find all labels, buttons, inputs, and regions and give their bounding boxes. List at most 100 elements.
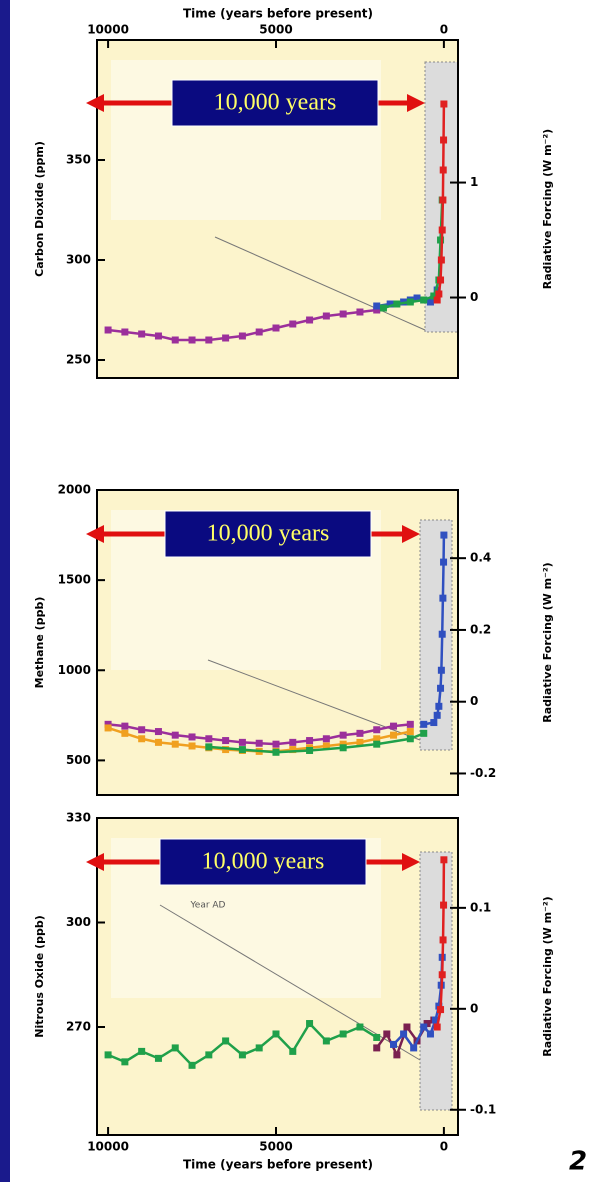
annotation-box bbox=[171, 79, 379, 127]
data-point bbox=[272, 324, 280, 332]
y2-tick-label: 0.1 bbox=[470, 900, 491, 914]
page-number: 2 bbox=[569, 1147, 587, 1177]
arrow-head-right bbox=[407, 94, 425, 112]
x-tick-label: 0 bbox=[440, 23, 448, 37]
data-point bbox=[433, 286, 441, 294]
data-point bbox=[306, 316, 314, 324]
data-point bbox=[222, 1037, 230, 1045]
data-point bbox=[339, 744, 347, 752]
data-point bbox=[104, 326, 112, 334]
data-point bbox=[438, 971, 446, 979]
data-point bbox=[439, 166, 447, 174]
data-point bbox=[272, 740, 280, 748]
plot-frame bbox=[96, 817, 459, 1136]
data-point bbox=[438, 226, 446, 234]
y-tick-label: 270 bbox=[66, 1020, 91, 1034]
data-point bbox=[373, 726, 381, 734]
data-point bbox=[403, 1023, 411, 1031]
data-point bbox=[121, 722, 129, 730]
recent-box bbox=[419, 851, 453, 1111]
data-point bbox=[255, 1044, 263, 1052]
data-point bbox=[238, 738, 246, 746]
data-point bbox=[322, 1037, 330, 1045]
y-tick-label: 300 bbox=[66, 253, 91, 267]
data-point bbox=[255, 739, 263, 747]
data-point bbox=[104, 724, 112, 732]
data-point bbox=[138, 735, 146, 743]
guide-line bbox=[207, 659, 421, 741]
data-point bbox=[433, 711, 441, 719]
data-point bbox=[322, 742, 330, 750]
data-point bbox=[440, 558, 448, 566]
data-point bbox=[138, 1047, 146, 1055]
data-point bbox=[373, 1044, 381, 1052]
data-point bbox=[356, 738, 364, 746]
data-point bbox=[430, 719, 438, 727]
y2-axis-label: Radiative Forcing (W m⁻²) bbox=[541, 129, 554, 289]
x-tick-label: 10000 bbox=[87, 1140, 129, 1154]
data-point bbox=[437, 276, 445, 284]
y-tick-label: 300 bbox=[66, 915, 91, 929]
x-axis-label: Time (years before present) bbox=[183, 7, 373, 21]
data-point bbox=[222, 746, 230, 754]
data-point bbox=[420, 1023, 428, 1031]
data-point bbox=[238, 332, 246, 340]
data-point bbox=[439, 594, 447, 602]
data-point bbox=[406, 728, 414, 736]
data-point bbox=[406, 720, 414, 728]
plot-frame bbox=[96, 489, 459, 796]
y2-tick-label: 0 bbox=[470, 694, 478, 708]
x-tick-label: 0 bbox=[440, 1140, 448, 1154]
annotation: 10,000 years bbox=[214, 90, 337, 116]
guide-line bbox=[214, 236, 426, 331]
data-point bbox=[154, 728, 162, 736]
data-point bbox=[373, 302, 381, 310]
annotation: 10,000 years bbox=[207, 521, 330, 547]
data-point bbox=[373, 740, 381, 748]
data-point bbox=[426, 298, 434, 306]
y2-tick-label: 0.2 bbox=[470, 622, 491, 636]
data-point bbox=[289, 738, 297, 746]
data-point bbox=[289, 746, 297, 754]
y-tick-label: 330 bbox=[66, 811, 91, 825]
x-tick-label: 5000 bbox=[259, 23, 292, 37]
data-point bbox=[420, 720, 428, 728]
recent-box bbox=[419, 519, 453, 751]
data-point bbox=[356, 1023, 364, 1031]
data-point bbox=[322, 735, 330, 743]
data-point bbox=[205, 1051, 213, 1059]
data-point bbox=[406, 735, 414, 743]
arrow-head-left bbox=[86, 525, 104, 543]
data-point bbox=[289, 1047, 297, 1055]
data-point bbox=[439, 196, 447, 204]
data-point bbox=[171, 1044, 179, 1052]
x-tick-label: 10000 bbox=[87, 23, 129, 37]
data-point bbox=[435, 702, 443, 710]
data-point bbox=[306, 737, 314, 745]
data-point bbox=[390, 1040, 398, 1048]
data-point bbox=[383, 1030, 391, 1038]
y-axis-label: Methane (ppb) bbox=[33, 597, 46, 689]
data-point bbox=[437, 256, 445, 264]
y-tick-label: 350 bbox=[66, 153, 91, 167]
data-point bbox=[433, 1023, 441, 1031]
data-point bbox=[238, 1051, 246, 1059]
data-point bbox=[289, 320, 297, 328]
data-point bbox=[390, 722, 398, 730]
series-line bbox=[208, 732, 425, 754]
data-point bbox=[379, 304, 387, 312]
data-point bbox=[322, 312, 330, 320]
data-point bbox=[437, 684, 445, 692]
data-point bbox=[426, 1030, 434, 1038]
y-tick-label: 2000 bbox=[58, 483, 91, 497]
data-point bbox=[171, 731, 179, 739]
y2-tick-label: 1 bbox=[470, 175, 478, 189]
data-point bbox=[432, 1016, 440, 1024]
data-point bbox=[222, 334, 230, 342]
data-point bbox=[440, 136, 448, 144]
data-point bbox=[373, 735, 381, 743]
data-point bbox=[205, 735, 213, 743]
data-point bbox=[104, 720, 112, 728]
data-point bbox=[306, 1020, 314, 1028]
